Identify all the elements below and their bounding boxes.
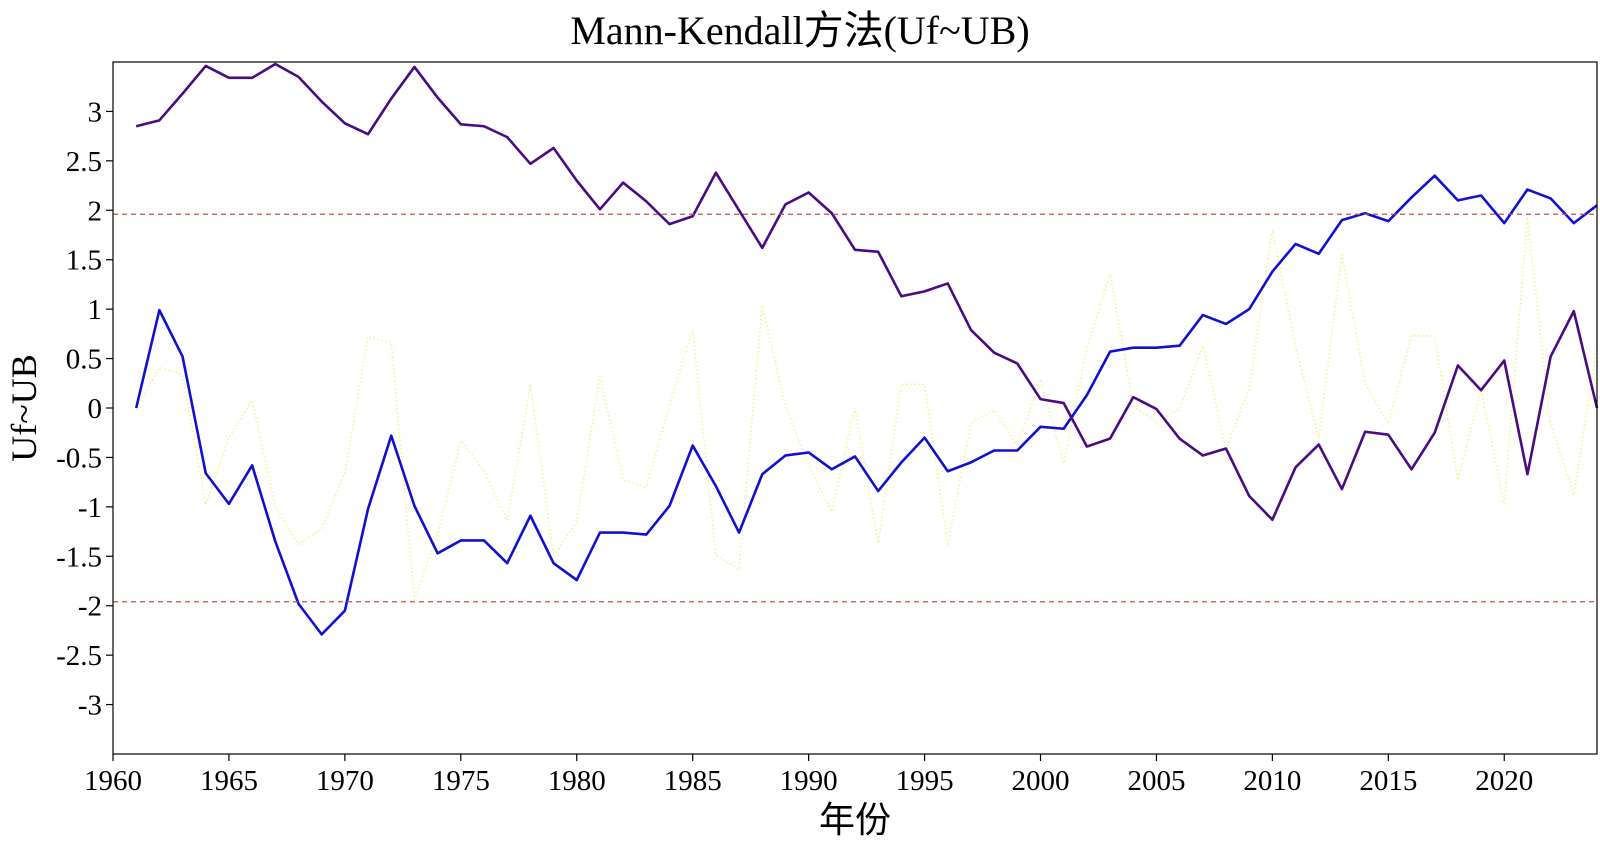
x-tick-label: 1980 [548,765,606,797]
x-axis-ticks: 1960 1965 1970 1975 1980 1985 1990 1995 2000 2005… [84,754,1533,797]
x-tick-label: 1975 [432,765,490,797]
y-tick-label: 3 [88,96,103,128]
y-tick-label: -1 [78,492,102,524]
x-tick-label: 2015 [1359,765,1417,797]
x-tick-label: 1970 [316,765,374,797]
series-line-ub [135,62,1599,522]
y-axis-title: Uf~UB [4,354,44,461]
y-tick-label: 2.5 [66,146,102,178]
series-line-original [135,216,1598,601]
x-tick-label: 1985 [664,765,722,797]
x-axis-title: 年份 [819,800,891,840]
y-tick-label: -2.5 [56,640,102,672]
series-layer [134,62,1599,636]
x-tick-label: 2005 [1127,765,1185,797]
x-tick-label: 1960 [84,765,142,797]
y-tick-label: -2 [78,591,102,623]
x-tick-label: 1965 [200,765,258,797]
y-tick-label: -1.5 [56,541,102,573]
y-tick-label: 1 [88,294,103,326]
y-tick-label: 2 [88,195,103,227]
x-tick-label: 2000 [1012,765,1070,797]
y-tick-label: 1.5 [66,245,102,277]
x-tick-label: 2020 [1475,765,1533,797]
series-line-uf [134,174,1598,636]
y-tick-label: 0 [88,393,103,425]
y-axis-ticks: 3 2.5 2 1.5 1 0.5 0 -0.5 -1 -1.5 -2 -2.5 -3 [56,96,113,722]
chart-title: Mann-Kendall方法(Uf~UB) [570,8,1029,53]
y-tick-label: -0.5 [56,442,102,474]
y-tick-label: -3 [78,690,102,722]
x-tick-label: 2010 [1243,765,1301,797]
x-tick-label: 1990 [780,765,838,797]
x-tick-label: 1995 [896,765,954,797]
reference-lines [113,213,1597,603]
y-tick-label: 0.5 [66,344,102,376]
